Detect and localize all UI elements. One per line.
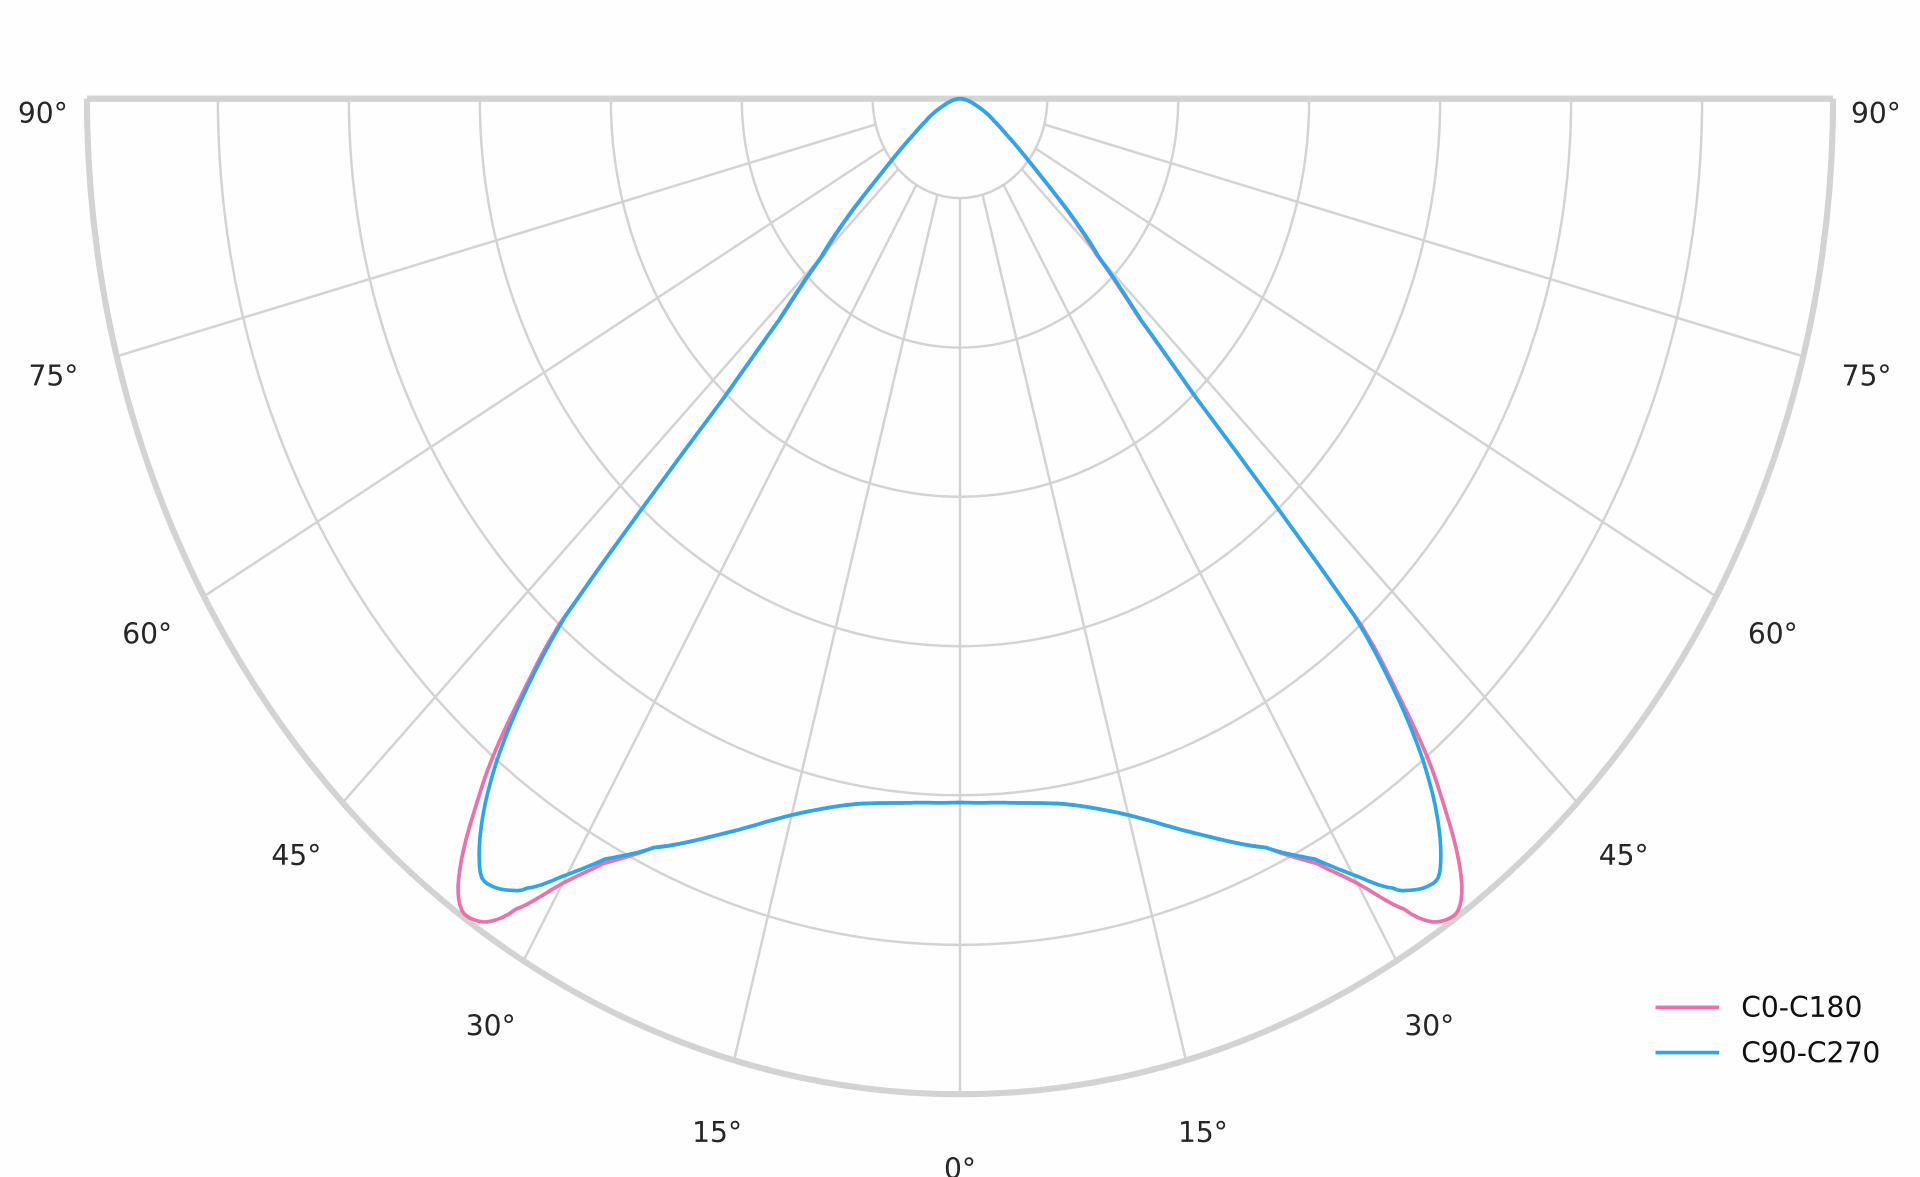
angle-tick-label: 15° [692, 1116, 742, 1149]
angle-spoke [1043, 123, 1804, 358]
angle-spoke [981, 194, 1188, 1061]
angle-tick-label: 30° [1404, 1009, 1454, 1042]
curves [456, 96, 1464, 924]
angle-tick-label: 45° [271, 839, 321, 872]
angle-spoke [203, 147, 886, 598]
angle-tick-label: 60° [1748, 618, 1798, 651]
angle-tick-label: 60° [122, 618, 172, 651]
legend: C0-C180 C90-C270 [1655, 991, 1880, 1069]
angle-spoke [116, 123, 877, 358]
radial-grid-ring [871, 98, 1049, 200]
angle-tick-label: 75° [1842, 359, 1892, 392]
angle-spoke [522, 184, 918, 962]
angle-tick-label: 90° [1851, 97, 1901, 130]
angle-spoke [732, 194, 939, 1061]
legend-label-c90-c270: C90-C270 [1741, 1036, 1880, 1069]
series-curve-c90-c270 [477, 96, 1443, 893]
angle-spoke [1002, 184, 1398, 962]
angle-tick-labels: 0° 15° 15° 30° 30° 45° 45° 60° 60° 75° 75° 90° 90° [18, 97, 1901, 1177]
angle-spoke [341, 168, 900, 804]
angle-spoke [1020, 168, 1579, 804]
angle-tick-label: 75° [28, 359, 78, 392]
angle-spoke [1034, 147, 1717, 598]
angle-tick-label: 90° [18, 97, 68, 130]
polar-grid [83, 95, 1837, 1098]
angle-tick-label: 45° [1599, 839, 1649, 872]
angle-tick-label: 0° [944, 1153, 976, 1177]
angle-tick-label: 30° [466, 1009, 516, 1042]
angle-tick-label: 15° [1178, 1116, 1228, 1149]
legend-label-c0-c180: C0-C180 [1741, 991, 1862, 1024]
